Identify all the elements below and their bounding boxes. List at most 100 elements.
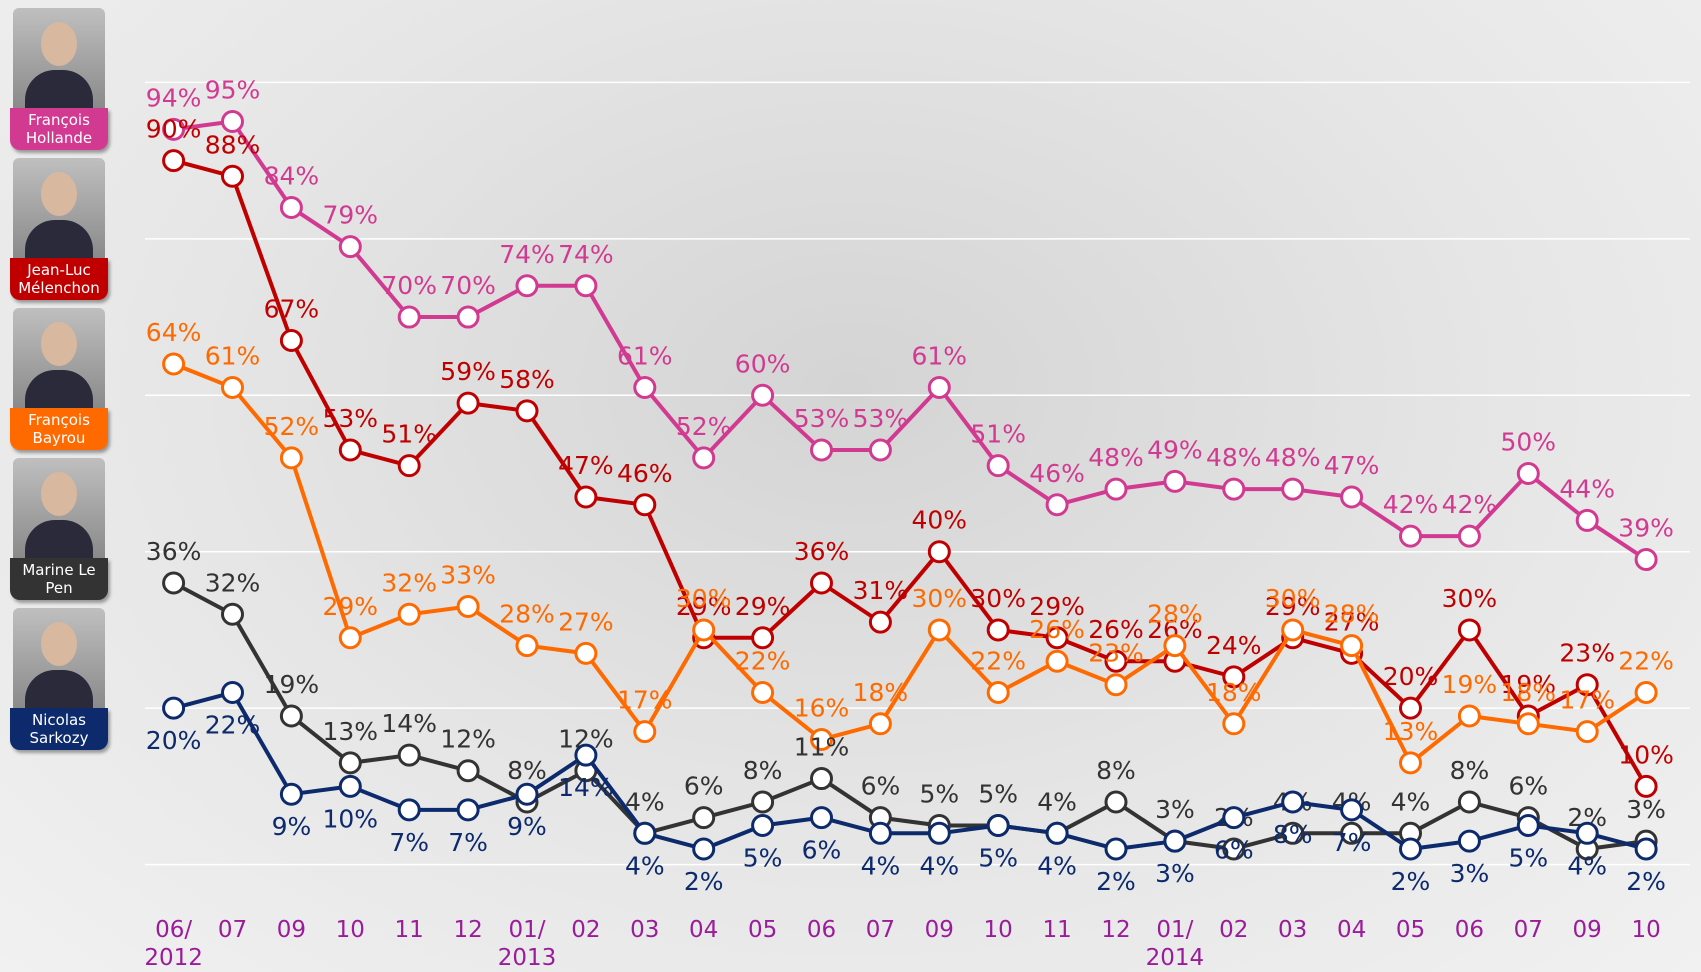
data-label: 74% <box>499 240 555 269</box>
data-point <box>456 594 480 618</box>
data-point <box>1340 485 1364 509</box>
data-point <box>1222 837 1246 861</box>
data-label: 8% <box>1273 820 1313 849</box>
candidate-photo <box>13 8 105 108</box>
data-label: 52% <box>676 412 732 441</box>
data-point <box>1045 821 1069 845</box>
data-label: 90% <box>146 115 202 144</box>
data-point <box>515 399 539 423</box>
series: 90%88%67%53%51%59% 58%47% 46%29% 29%36%31%4… <box>146 115 1674 798</box>
data-label: 27% <box>1324 607 1380 636</box>
data-point <box>574 743 598 767</box>
data-point <box>1281 790 1305 814</box>
data-label: 4% <box>919 851 959 880</box>
data-label: 29% <box>735 592 791 621</box>
data-point <box>1281 477 1305 501</box>
data-label: 70% <box>440 271 496 300</box>
data-label: 49% <box>1147 435 1203 464</box>
data-point <box>1575 821 1599 845</box>
data-point <box>338 774 362 798</box>
legend-item: François Bayrou <box>10 308 108 450</box>
data-point <box>1104 673 1128 697</box>
data-point <box>397 743 421 767</box>
data-label: 7% <box>448 828 488 857</box>
data-label: 30% <box>676 584 732 613</box>
data-point <box>1340 634 1364 658</box>
data-point <box>751 790 775 814</box>
x-tick-label: 07 <box>217 917 248 943</box>
data-label: 40% <box>912 506 968 535</box>
x-tick-label: 10 <box>983 917 1013 943</box>
x-tick-label: 06/ 2012 <box>144 917 203 971</box>
data-point <box>1399 696 1422 720</box>
data-point <box>162 571 186 595</box>
data-point <box>1399 524 1422 548</box>
data-point <box>221 164 244 188</box>
x-tick-label: 04 <box>689 917 719 943</box>
data-label: 48% <box>1206 443 1262 472</box>
data-label: 14% <box>381 709 437 738</box>
data-label: 28% <box>499 600 555 629</box>
data-label: 32% <box>205 568 261 597</box>
data-label: 36% <box>146 537 202 566</box>
legend-item: Marine Le Pen <box>10 458 108 600</box>
data-label: 42% <box>1442 490 1498 519</box>
data-point <box>1516 813 1540 837</box>
data-label: 3% <box>1450 859 1490 888</box>
data-point <box>1516 462 1540 485</box>
data-point <box>751 813 775 837</box>
data-point <box>279 446 303 470</box>
data-point <box>338 235 362 259</box>
data-label: 23% <box>1088 639 1144 668</box>
data-point <box>1399 751 1422 775</box>
data-point <box>1457 704 1481 728</box>
data-label: 51% <box>381 420 437 449</box>
data-label: 39% <box>1618 514 1674 543</box>
data-label: 5% <box>1508 843 1548 872</box>
data-label: 61% <box>205 341 261 370</box>
data-label: 53% <box>794 404 850 433</box>
data-label: 60% <box>735 349 791 378</box>
data-label: 11% <box>794 733 850 762</box>
candidate-photo <box>13 458 105 558</box>
legend-item: François Hollande <box>10 8 108 150</box>
data-label: 3% <box>1155 795 1195 824</box>
data-label: 61% <box>617 341 673 370</box>
data-point <box>515 782 539 806</box>
data-point <box>456 305 480 329</box>
data-point <box>1340 821 1364 845</box>
data-point <box>1222 665 1246 689</box>
series: 64%61%52%29%32% 33%28% 27%17%30%22%16%18%3… <box>146 318 1674 775</box>
data-point <box>397 305 421 329</box>
data-label: 7% <box>389 828 429 857</box>
data-point <box>927 618 951 642</box>
data-point <box>1634 774 1658 798</box>
data-label: 19% <box>1501 670 1557 699</box>
data-label: 64% <box>146 318 202 347</box>
x-tick-label: 03 <box>630 917 660 943</box>
data-label: 58% <box>499 365 555 394</box>
data-point <box>279 704 303 728</box>
data-point <box>927 540 951 564</box>
x-tick-label: 03 <box>1278 917 1308 943</box>
legend-label: Nicolas Sarkozy <box>10 708 108 750</box>
data-point <box>1163 634 1187 658</box>
data-point <box>1045 626 1069 650</box>
data-label: 95% <box>205 76 261 105</box>
data-point <box>162 117 186 141</box>
legend-label: Marine Le Pen <box>10 558 108 600</box>
series: 20%22% 9% 10% 7% 7% 9% 14% 4% 2% 5% 6% 4% 4% 5% 4% 2% 3%… <box>146 681 1666 896</box>
data-point <box>338 626 362 650</box>
candidate-photo <box>13 158 105 258</box>
data-label: 4% <box>861 851 901 880</box>
data-label: 19% <box>1442 670 1498 699</box>
data-point <box>1634 548 1658 572</box>
data-label: 26% <box>1029 615 1085 644</box>
data-label: 5% <box>978 779 1018 808</box>
data-label: 42% <box>1383 490 1439 519</box>
data-point <box>162 696 186 720</box>
x-tick-label: 11 <box>1042 917 1072 943</box>
data-point <box>338 751 362 775</box>
data-label: 53% <box>323 404 379 433</box>
data-label: 44% <box>1559 474 1615 503</box>
